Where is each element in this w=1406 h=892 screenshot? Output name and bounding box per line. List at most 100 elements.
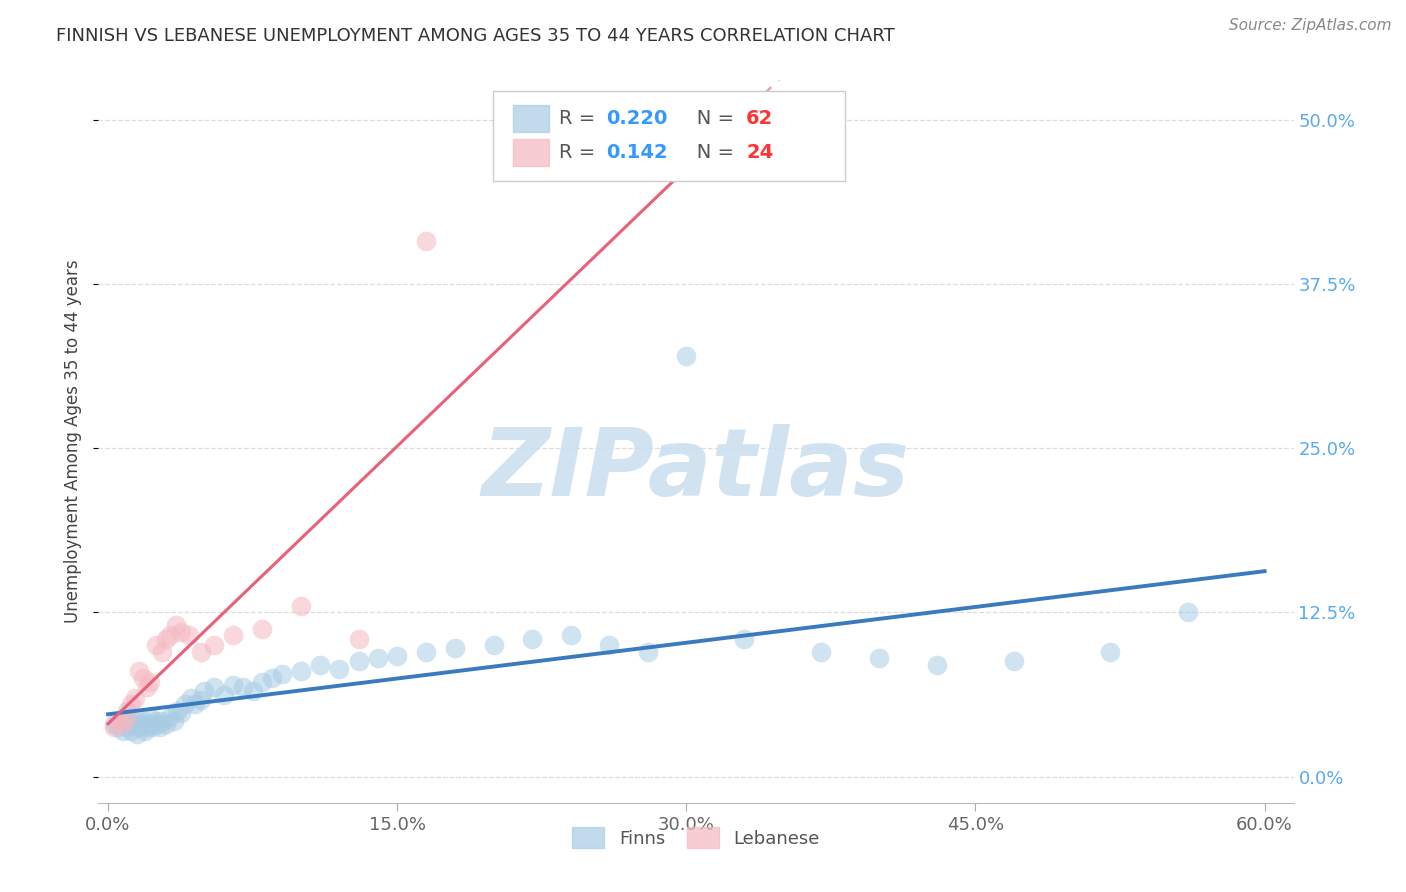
Point xyxy=(112,723,135,738)
Point xyxy=(114,710,136,724)
Point xyxy=(150,645,173,659)
Point xyxy=(103,717,125,731)
Point xyxy=(270,667,292,681)
Point xyxy=(482,638,505,652)
Point xyxy=(202,638,225,652)
Point xyxy=(675,349,697,363)
Text: 24: 24 xyxy=(747,143,773,162)
Point xyxy=(145,714,167,729)
Point xyxy=(347,654,370,668)
Point xyxy=(290,599,312,613)
Point xyxy=(138,717,160,731)
Text: 62: 62 xyxy=(747,109,773,128)
Text: R =: R = xyxy=(558,109,607,128)
Point xyxy=(180,690,202,705)
Point xyxy=(367,651,389,665)
Point xyxy=(166,704,188,718)
Point xyxy=(385,648,409,663)
Point xyxy=(135,680,157,694)
Point xyxy=(124,714,146,729)
Text: 0.220: 0.220 xyxy=(606,109,668,128)
Point xyxy=(139,675,162,690)
Point xyxy=(170,706,193,721)
Point xyxy=(328,662,350,676)
Point xyxy=(122,717,145,731)
Point xyxy=(925,657,948,672)
FancyBboxPatch shape xyxy=(513,105,548,132)
Y-axis label: Unemployment Among Ages 35 to 44 years: Unemployment Among Ages 35 to 44 years xyxy=(65,260,83,624)
Point xyxy=(1002,654,1025,668)
Point xyxy=(202,680,225,694)
Point xyxy=(128,720,150,734)
Point xyxy=(810,645,832,659)
Point xyxy=(190,645,212,659)
Point xyxy=(252,623,274,637)
Point xyxy=(347,632,370,646)
Point xyxy=(141,720,163,734)
Point xyxy=(165,618,187,632)
Point xyxy=(520,632,543,646)
Text: FINNISH VS LEBANESE UNEMPLOYMENT AMONG AGES 35 TO 44 YEARS CORRELATION CHART: FINNISH VS LEBANESE UNEMPLOYMENT AMONG A… xyxy=(56,27,896,45)
Point xyxy=(868,651,890,665)
Point xyxy=(174,698,197,712)
Point xyxy=(598,638,620,652)
Point xyxy=(124,690,146,705)
Point xyxy=(290,665,312,679)
Point xyxy=(415,645,437,659)
Point xyxy=(222,627,245,641)
Point xyxy=(222,677,245,691)
Point xyxy=(260,671,283,685)
Point xyxy=(1177,605,1199,619)
Point xyxy=(212,688,235,702)
Point xyxy=(150,714,173,729)
Point xyxy=(117,720,139,734)
FancyBboxPatch shape xyxy=(494,91,845,181)
Point xyxy=(252,675,274,690)
Point xyxy=(444,640,467,655)
Point xyxy=(170,625,193,640)
Point xyxy=(129,717,152,731)
Point xyxy=(125,727,148,741)
Point xyxy=(148,717,170,731)
Point xyxy=(149,720,172,734)
Point xyxy=(637,645,659,659)
Point xyxy=(733,632,755,646)
Point xyxy=(155,632,177,646)
Point xyxy=(103,720,125,734)
Point xyxy=(159,627,181,641)
Point xyxy=(132,714,155,729)
Point xyxy=(139,710,162,724)
Legend: Finns, Lebanese: Finns, Lebanese xyxy=(565,820,827,855)
Text: 0.142: 0.142 xyxy=(606,143,668,162)
Text: Source: ZipAtlas.com: Source: ZipAtlas.com xyxy=(1229,18,1392,33)
Point xyxy=(162,714,184,729)
Point xyxy=(117,704,139,718)
Point xyxy=(184,698,207,712)
Point xyxy=(415,234,437,248)
Point xyxy=(112,717,135,731)
Point xyxy=(232,680,254,694)
Point xyxy=(120,698,142,712)
Text: N =: N = xyxy=(678,143,741,162)
Point xyxy=(107,720,129,734)
Point xyxy=(177,627,200,641)
Point xyxy=(190,693,212,707)
Point xyxy=(107,714,129,729)
Point xyxy=(159,710,181,724)
Point xyxy=(117,710,139,724)
Point xyxy=(155,717,177,731)
Point xyxy=(132,671,155,685)
Text: ZIPatlas: ZIPatlas xyxy=(482,425,910,516)
Point xyxy=(120,723,142,738)
Point xyxy=(110,714,132,729)
FancyBboxPatch shape xyxy=(513,139,548,166)
Text: N =: N = xyxy=(678,109,741,128)
Point xyxy=(1099,645,1122,659)
Point xyxy=(135,720,157,734)
Point xyxy=(193,684,215,698)
Point xyxy=(309,657,332,672)
Point xyxy=(134,723,156,738)
Point xyxy=(128,665,150,679)
Point xyxy=(145,638,167,652)
Point xyxy=(242,684,264,698)
